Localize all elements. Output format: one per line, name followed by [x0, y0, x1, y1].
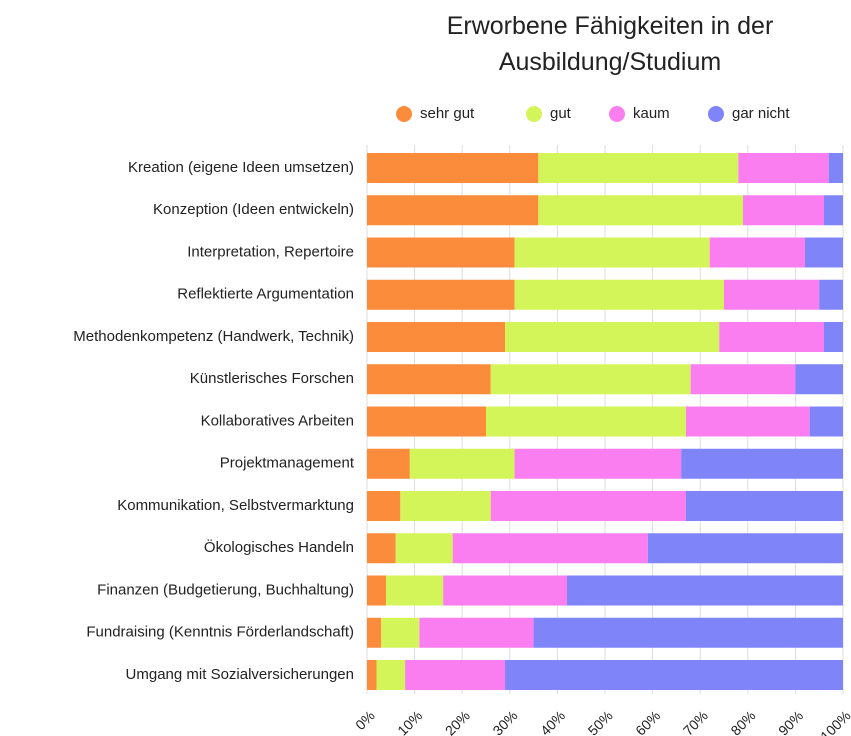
bar-segment — [367, 533, 396, 564]
y-tick-label: Kollaboratives Arbeiten — [201, 412, 354, 429]
y-tick-label: Reflektierte Argumentation — [177, 286, 354, 303]
x-tick-label: 10% — [394, 707, 425, 736]
legend-label: sehr gut — [420, 105, 475, 122]
bar-segment — [395, 533, 453, 564]
bar-segment — [823, 322, 843, 352]
bar-segment — [828, 153, 843, 183]
bar-segment — [367, 195, 539, 226]
bar-segment — [490, 364, 691, 395]
bar-segment — [419, 617, 534, 648]
bar-segment — [386, 575, 444, 606]
bar-segment — [709, 237, 805, 268]
bar-segment — [738, 153, 829, 183]
y-tick-label: Finanzen (Budgetierung, Buchhaltung) — [97, 581, 354, 598]
bar-segment — [367, 575, 387, 606]
bar-segment — [376, 660, 406, 690]
bar-segment — [367, 279, 515, 310]
chart-title: Erworbene Fähigkeiten in der Ausbildung/… — [446, 12, 774, 76]
legend-swatch — [708, 106, 724, 122]
x-tick-label: 0% — [352, 707, 378, 733]
bar-segment — [724, 279, 820, 310]
bar-segment — [809, 406, 843, 437]
bar-segment — [367, 617, 382, 648]
y-tick-label: Umgang mit Sozialversicherungen — [126, 666, 354, 683]
legend-label: gut — [550, 105, 572, 122]
x-tick-label: 40% — [537, 707, 568, 736]
bar-segment — [367, 660, 377, 690]
x-tick-label: 20% — [442, 707, 473, 736]
y-tick-label: Methodenkompetenz (Handwerk, Technik) — [73, 328, 354, 345]
bar-segment — [409, 448, 515, 479]
bar-segment — [405, 660, 506, 690]
x-tick-label: 30% — [489, 707, 520, 736]
bar-segment — [486, 406, 686, 437]
bar-segment — [538, 195, 744, 226]
bar-segment — [804, 237, 843, 268]
x-tick-label: 100% — [817, 707, 851, 736]
y-tick-label: Ökologisches Handeln — [204, 538, 354, 556]
bar-segment — [514, 279, 724, 310]
bar-segment — [743, 195, 824, 226]
x-tick-label: 60% — [632, 707, 663, 736]
bar-segment — [647, 533, 843, 564]
legend-label: kaum — [633, 105, 670, 122]
y-tick-label: Konzeption (Ideen entwickeln) — [153, 201, 354, 218]
x-tick-label: 50% — [585, 707, 616, 736]
bar-segment — [685, 406, 810, 437]
bar-segment — [795, 364, 843, 395]
bar-segment — [823, 195, 843, 226]
bar-segment — [566, 575, 843, 606]
bar-segment — [367, 406, 486, 437]
y-tick-label: Künstlerisches Forschen — [190, 370, 354, 387]
x-tick-label: 80% — [727, 707, 758, 736]
y-tick-label: Kommunikation, Selbstvermarktung — [117, 497, 354, 514]
bar-segment — [367, 322, 506, 352]
bar-segment — [514, 448, 682, 479]
bar-segment — [514, 237, 710, 268]
bar-segment — [819, 279, 843, 310]
bar-segment — [381, 617, 420, 648]
bar-segment — [367, 491, 401, 521]
bar-segment — [505, 322, 720, 352]
y-tick-label: Projektmanagement — [220, 455, 355, 472]
bar-segment — [452, 533, 648, 564]
y-tick-label: Interpretation, Repertoire — [187, 243, 354, 260]
legend-swatch — [396, 106, 412, 122]
bar-segment — [681, 448, 843, 479]
bar-segment — [719, 322, 824, 352]
bar-segment — [533, 617, 843, 648]
bar-segment — [367, 364, 491, 395]
bar-segment — [367, 237, 515, 268]
x-tick-label: 90% — [775, 707, 806, 736]
bar-segment — [400, 491, 491, 521]
bar-segment — [490, 491, 686, 521]
bar-segment — [690, 364, 796, 395]
legend-label: gar nicht — [732, 105, 790, 122]
bar-segment — [538, 153, 739, 183]
bar-segment — [443, 575, 567, 606]
bar-segment — [367, 153, 539, 183]
bar-segment — [685, 491, 843, 521]
bar-segment — [367, 448, 410, 479]
bar-segment — [505, 660, 843, 690]
y-tick-label: Fundraising (Kenntnis Förderlandschaft) — [86, 624, 354, 641]
legend-swatch — [526, 106, 542, 122]
x-tick-label: 70% — [680, 707, 711, 736]
legend-swatch — [609, 106, 625, 122]
y-tick-label: Kreation (eigene Ideen umsetzen) — [128, 159, 354, 176]
